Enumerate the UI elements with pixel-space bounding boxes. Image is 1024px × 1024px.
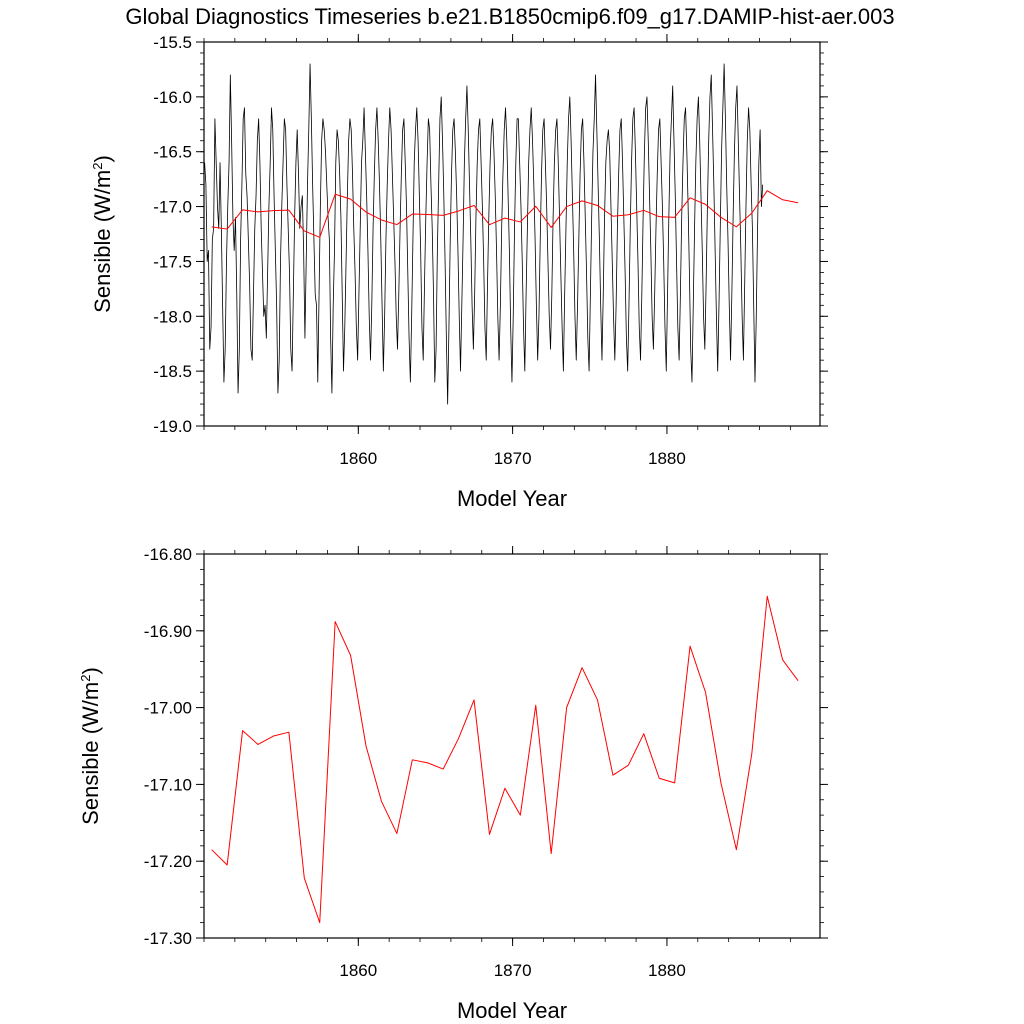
y-axis-label-close: ) <box>90 155 115 162</box>
y-tick-label: -16.5 <box>153 143 192 162</box>
y-tick-label: -18.5 <box>153 362 192 381</box>
y-axis-label-close: ) <box>78 667 103 674</box>
x-tick-label: 1880 <box>648 961 686 980</box>
x-axis-label: Model Year <box>457 486 567 511</box>
y-tick-label: -17.30 <box>144 929 192 948</box>
y-tick-label: -19.0 <box>153 417 192 436</box>
chart-panel-1: -19.0 -18.5 -18.0 -17.5 -17.0 -16.5 -16.0 -15.5… <box>90 33 828 511</box>
x-tick-label: 1880 <box>648 449 686 468</box>
y-tick-label: -16.0 <box>153 88 192 107</box>
y-tick-label: -18.0 <box>153 307 192 326</box>
y-tick-label: -17.0 <box>153 198 192 217</box>
y-axis-label: Sensible (W/m2) <box>78 667 103 825</box>
y-axis-label-superscript: 2 <box>78 675 93 682</box>
x-tick-label: 1870 <box>494 449 532 468</box>
x-tick-label: 1860 <box>339 961 377 980</box>
chart-title: Global Diagnostics Timeseries b.e21.B185… <box>125 4 894 29</box>
y-axis-label-text: Sensible (W/m <box>78 682 103 825</box>
y-axis-label-superscript: 2 <box>90 163 105 170</box>
y-axis-label: Sensible (W/m2) <box>90 155 115 313</box>
plot-frame <box>203 553 821 939</box>
series-line-1 <box>204 63 764 405</box>
y-tick-label: -17.20 <box>144 852 192 871</box>
y-tick-label: -16.80 <box>144 545 192 564</box>
y-axis-label-text: Sensible (W/m <box>90 170 115 313</box>
y-tick-label: -16.90 <box>144 622 192 641</box>
x-tick-label: 1860 <box>339 449 377 468</box>
x-axis-label: Model Year <box>457 998 567 1023</box>
y-tick-label: -17.10 <box>144 775 192 794</box>
chart-panel-2: -17.30 -17.20 -17.10 -17.00 -16.90 -16.80 1860… <box>78 545 828 1023</box>
y-tick-label: -15.5 <box>153 33 192 52</box>
plot-frame <box>203 41 821 427</box>
x-tick-label: 1870 <box>494 961 532 980</box>
y-tick-label: -17.00 <box>144 699 192 718</box>
y-tick-label: -17.5 <box>153 252 192 271</box>
series-line-1 <box>211 595 799 924</box>
series-line-2 <box>211 190 799 238</box>
